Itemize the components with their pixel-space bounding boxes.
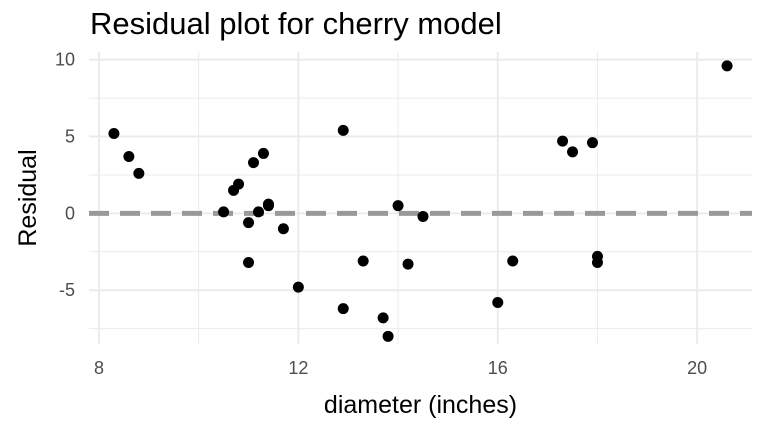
data-point xyxy=(248,157,260,169)
data-point xyxy=(277,223,289,235)
x-tick-label: 8 xyxy=(94,358,104,378)
data-point xyxy=(292,281,304,293)
data-point xyxy=(377,312,389,324)
data-point xyxy=(243,217,255,229)
data-point xyxy=(567,146,579,158)
data-point xyxy=(357,255,369,267)
y-tick-label: 0 xyxy=(65,203,75,223)
x-tick-label: 16 xyxy=(488,358,508,378)
grid-lines xyxy=(89,52,752,344)
data-point xyxy=(257,147,269,159)
chart-title: Residual plot for cherry model xyxy=(90,6,502,41)
x-tick-label: 20 xyxy=(687,358,707,378)
data-point xyxy=(591,257,603,269)
data-point xyxy=(133,167,145,179)
data-point xyxy=(392,200,404,212)
data-point xyxy=(337,303,349,315)
x-axis-title: diameter (inches) xyxy=(324,391,517,419)
data-point xyxy=(252,206,264,218)
data-point xyxy=(382,330,394,342)
y-tick-label: -5 xyxy=(59,280,75,300)
data-point xyxy=(721,60,733,72)
y-axis-title: Residual xyxy=(14,149,42,246)
data-point xyxy=(586,137,598,149)
data-point xyxy=(402,258,414,270)
x-tick-label: 12 xyxy=(288,358,308,378)
data-point xyxy=(218,206,230,218)
data-point xyxy=(337,124,349,136)
data-point xyxy=(417,210,429,222)
data-points xyxy=(108,60,733,342)
data-point xyxy=(233,178,245,190)
data-point xyxy=(557,135,569,147)
data-point xyxy=(108,127,120,139)
tick-labels: 8 12 16 20 -5 0 5 10 xyxy=(55,50,707,378)
data-point xyxy=(507,255,519,267)
data-point xyxy=(123,151,135,163)
data-point xyxy=(262,198,274,210)
data-point xyxy=(243,257,255,269)
y-tick-label: 5 xyxy=(65,127,75,147)
data-point xyxy=(492,297,504,309)
y-tick-label: 10 xyxy=(55,50,75,70)
